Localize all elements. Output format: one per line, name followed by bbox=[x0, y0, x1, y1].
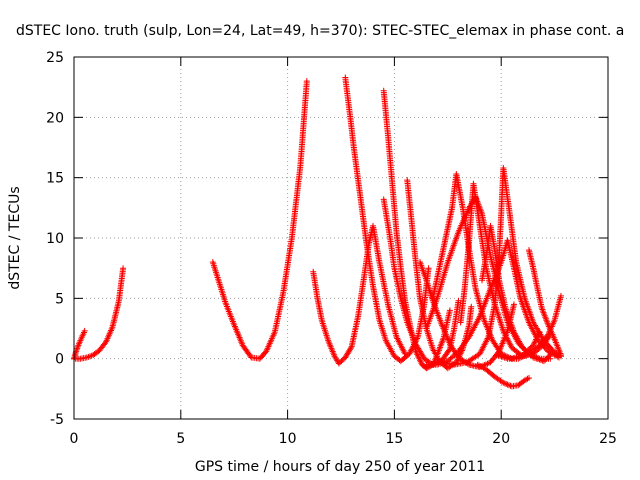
data-point bbox=[446, 307, 453, 314]
x-axis-label: GPS time / hours of day 250 of year 2011 bbox=[195, 459, 485, 475]
data-point bbox=[531, 339, 538, 346]
data-series bbox=[342, 74, 432, 365]
data-point bbox=[503, 381, 510, 387]
data-point bbox=[526, 375, 532, 381]
data-series bbox=[474, 361, 532, 390]
data-series bbox=[209, 78, 310, 362]
y-tick-label: 10 bbox=[46, 231, 64, 247]
data-series bbox=[71, 327, 88, 362]
y-tick-label: -5 bbox=[50, 412, 64, 428]
data-series bbox=[404, 177, 475, 372]
plot-frame bbox=[73, 56, 609, 420]
data-point bbox=[120, 265, 127, 272]
x-tick-label: 5 bbox=[176, 431, 185, 447]
data-series bbox=[493, 292, 564, 362]
data-point bbox=[558, 292, 564, 299]
data-point bbox=[504, 381, 511, 388]
data-point bbox=[347, 345, 354, 351]
data-series bbox=[479, 222, 554, 365]
data-point bbox=[81, 327, 88, 334]
x-tick-label: 15 bbox=[385, 431, 403, 447]
data-point bbox=[501, 380, 508, 387]
y-tick-label: 0 bbox=[55, 352, 64, 368]
data-series bbox=[429, 171, 543, 362]
data-point bbox=[455, 297, 462, 304]
data-point bbox=[546, 353, 552, 360]
x-tick-label: 0 bbox=[70, 431, 79, 447]
tick-labels: 0 5 10 15 20 25 -5 0 5 10 15 20 25 bbox=[46, 50, 617, 447]
y-tick-label: 5 bbox=[55, 291, 64, 307]
x-tick-label: 20 bbox=[492, 431, 510, 447]
x-tick-label: 25 bbox=[599, 431, 617, 447]
data-point bbox=[303, 78, 310, 85]
data-series bbox=[438, 165, 564, 368]
data-point bbox=[425, 265, 432, 272]
data-points bbox=[71, 74, 564, 390]
data-point bbox=[511, 301, 517, 308]
y-tick-label: 20 bbox=[46, 110, 64, 126]
y-tick-label: 15 bbox=[46, 171, 64, 187]
data-point bbox=[468, 303, 475, 310]
data-series bbox=[71, 265, 127, 362]
y-tick-label: 25 bbox=[46, 50, 64, 66]
y-axis-label: dSTEC / TECUs bbox=[7, 186, 23, 289]
chart-title: dSTEC Iono. truth (sulp, Lon=24, Lat=49,… bbox=[16, 23, 624, 39]
data-series bbox=[526, 247, 564, 358]
data-point bbox=[558, 352, 564, 358]
x-tick-label: 10 bbox=[279, 431, 297, 447]
